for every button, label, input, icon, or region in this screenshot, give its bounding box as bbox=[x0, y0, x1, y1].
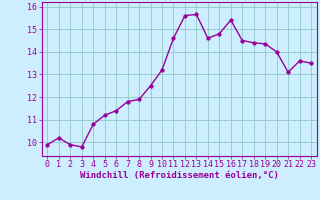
X-axis label: Windchill (Refroidissement éolien,°C): Windchill (Refroidissement éolien,°C) bbox=[80, 171, 279, 180]
